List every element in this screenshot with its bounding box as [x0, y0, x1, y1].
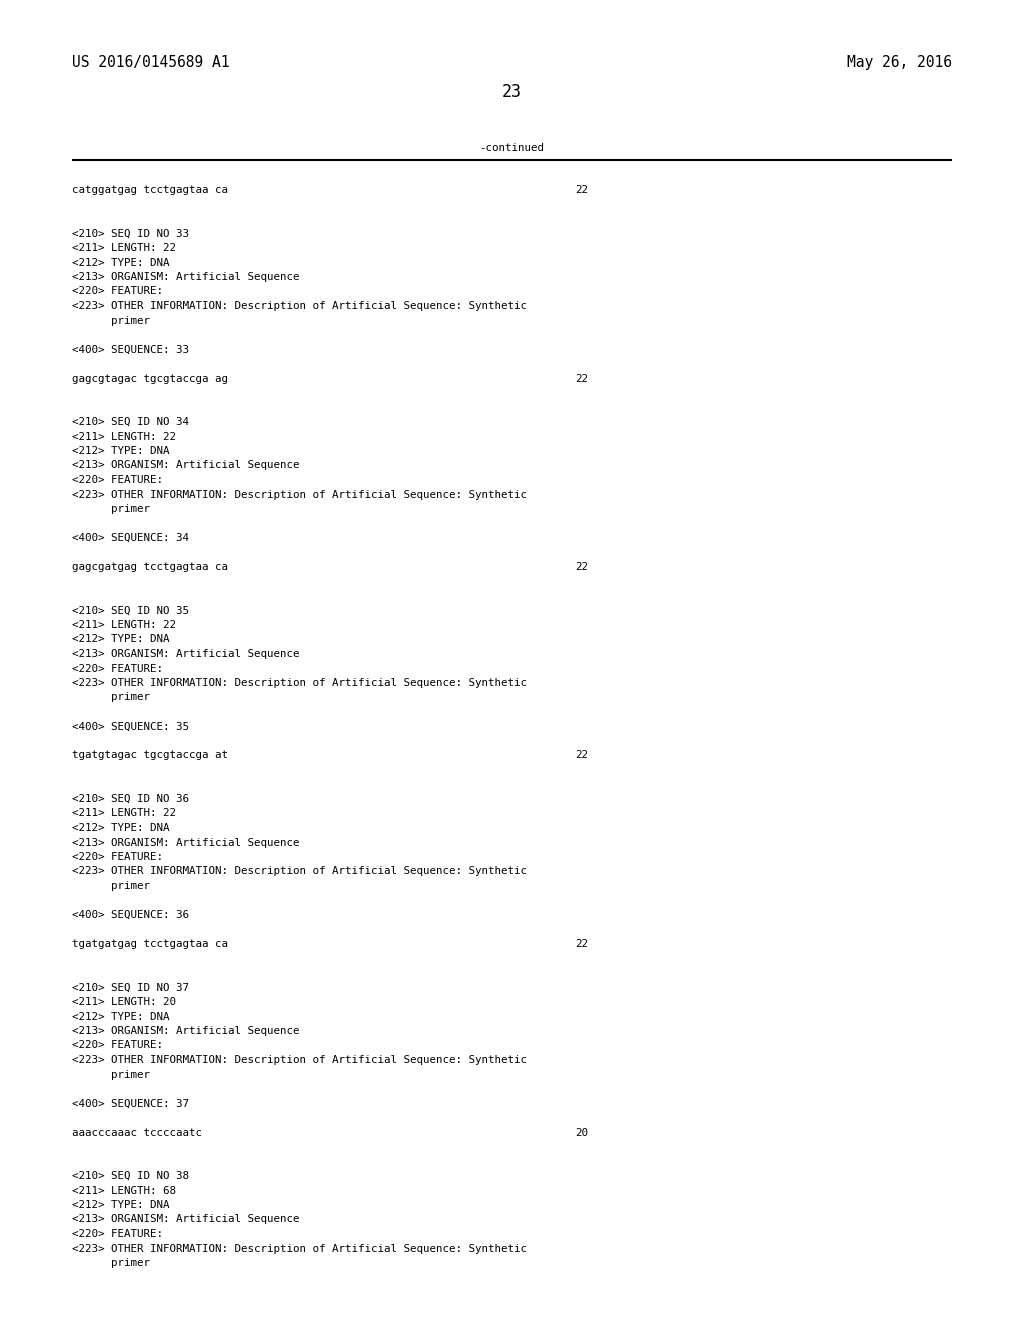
Text: gagcgtagac tgcgtaccga ag: gagcgtagac tgcgtaccga ag	[72, 374, 228, 384]
Text: <223> OTHER INFORMATION: Description of Artificial Sequence: Synthetic: <223> OTHER INFORMATION: Description of …	[72, 678, 527, 688]
Text: <220> FEATURE:: <220> FEATURE:	[72, 851, 163, 862]
Text: <223> OTHER INFORMATION: Description of Artificial Sequence: Synthetic: <223> OTHER INFORMATION: Description of …	[72, 1243, 527, 1254]
Text: <210> SEQ ID NO 38: <210> SEQ ID NO 38	[72, 1171, 189, 1181]
Text: 22: 22	[575, 374, 588, 384]
Text: primer: primer	[72, 504, 150, 513]
Text: tgatgatgag tcctgagtaa ca: tgatgatgag tcctgagtaa ca	[72, 939, 228, 949]
Text: gagcgatgag tcctgagtaa ca: gagcgatgag tcctgagtaa ca	[72, 562, 228, 572]
Text: <223> OTHER INFORMATION: Description of Artificial Sequence: Synthetic: <223> OTHER INFORMATION: Description of …	[72, 866, 527, 876]
Text: <210> SEQ ID NO 37: <210> SEQ ID NO 37	[72, 982, 189, 993]
Text: <211> LENGTH: 20: <211> LENGTH: 20	[72, 997, 176, 1007]
Text: <210> SEQ ID NO 33: <210> SEQ ID NO 33	[72, 228, 189, 239]
Text: <210> SEQ ID NO 36: <210> SEQ ID NO 36	[72, 795, 189, 804]
Text: aaacccaaac tccccaatc: aaacccaaac tccccaatc	[72, 1127, 202, 1138]
Text: <211> LENGTH: 68: <211> LENGTH: 68	[72, 1185, 176, 1196]
Text: <210> SEQ ID NO 35: <210> SEQ ID NO 35	[72, 606, 189, 615]
Text: primer: primer	[72, 880, 150, 891]
Text: <212> TYPE: DNA: <212> TYPE: DNA	[72, 1011, 170, 1022]
Text: <212> TYPE: DNA: <212> TYPE: DNA	[72, 257, 170, 268]
Text: 22: 22	[575, 185, 588, 195]
Text: <212> TYPE: DNA: <212> TYPE: DNA	[72, 822, 170, 833]
Text: <400> SEQUENCE: 35: <400> SEQUENCE: 35	[72, 722, 189, 731]
Text: <400> SEQUENCE: 33: <400> SEQUENCE: 33	[72, 345, 189, 355]
Text: <212> TYPE: DNA: <212> TYPE: DNA	[72, 1200, 170, 1210]
Text: <220> FEATURE:: <220> FEATURE:	[72, 286, 163, 297]
Text: <400> SEQUENCE: 37: <400> SEQUENCE: 37	[72, 1098, 189, 1109]
Text: <223> OTHER INFORMATION: Description of Artificial Sequence: Synthetic: <223> OTHER INFORMATION: Description of …	[72, 301, 527, 312]
Text: US 2016/0145689 A1: US 2016/0145689 A1	[72, 54, 229, 70]
Text: <220> FEATURE:: <220> FEATURE:	[72, 475, 163, 484]
Text: catggatgag tcctgagtaa ca: catggatgag tcctgagtaa ca	[72, 185, 228, 195]
Text: <211> LENGTH: 22: <211> LENGTH: 22	[72, 243, 176, 253]
Text: primer: primer	[72, 693, 150, 702]
Text: <213> ORGANISM: Artificial Sequence: <213> ORGANISM: Artificial Sequence	[72, 837, 299, 847]
Text: <400> SEQUENCE: 34: <400> SEQUENCE: 34	[72, 533, 189, 543]
Text: <212> TYPE: DNA: <212> TYPE: DNA	[72, 446, 170, 455]
Text: <220> FEATURE:: <220> FEATURE:	[72, 1040, 163, 1051]
Text: May 26, 2016: May 26, 2016	[847, 54, 952, 70]
Text: primer: primer	[72, 1258, 150, 1269]
Text: 22: 22	[575, 562, 588, 572]
Text: <223> OTHER INFORMATION: Description of Artificial Sequence: Synthetic: <223> OTHER INFORMATION: Description of …	[72, 1055, 527, 1065]
Text: <211> LENGTH: 22: <211> LENGTH: 22	[72, 620, 176, 630]
Text: 20: 20	[575, 1127, 588, 1138]
Text: <220> FEATURE:: <220> FEATURE:	[72, 664, 163, 673]
Text: <400> SEQUENCE: 36: <400> SEQUENCE: 36	[72, 909, 189, 920]
Text: 22: 22	[575, 751, 588, 760]
Text: <213> ORGANISM: Artificial Sequence: <213> ORGANISM: Artificial Sequence	[72, 649, 299, 659]
Text: <210> SEQ ID NO 34: <210> SEQ ID NO 34	[72, 417, 189, 426]
Text: <213> ORGANISM: Artificial Sequence: <213> ORGANISM: Artificial Sequence	[72, 272, 299, 282]
Text: primer: primer	[72, 1069, 150, 1080]
Text: -continued: -continued	[479, 143, 545, 153]
Text: <212> TYPE: DNA: <212> TYPE: DNA	[72, 635, 170, 644]
Text: <213> ORGANISM: Artificial Sequence: <213> ORGANISM: Artificial Sequence	[72, 1214, 299, 1225]
Text: primer: primer	[72, 315, 150, 326]
Text: 23: 23	[502, 83, 522, 102]
Text: 22: 22	[575, 939, 588, 949]
Text: tgatgtagac tgcgtaccga at: tgatgtagac tgcgtaccga at	[72, 751, 228, 760]
Text: <220> FEATURE:: <220> FEATURE:	[72, 1229, 163, 1239]
Text: <211> LENGTH: 22: <211> LENGTH: 22	[72, 808, 176, 818]
Text: <223> OTHER INFORMATION: Description of Artificial Sequence: Synthetic: <223> OTHER INFORMATION: Description of …	[72, 490, 527, 499]
Text: <213> ORGANISM: Artificial Sequence: <213> ORGANISM: Artificial Sequence	[72, 1026, 299, 1036]
Text: <211> LENGTH: 22: <211> LENGTH: 22	[72, 432, 176, 441]
Text: <213> ORGANISM: Artificial Sequence: <213> ORGANISM: Artificial Sequence	[72, 461, 299, 470]
